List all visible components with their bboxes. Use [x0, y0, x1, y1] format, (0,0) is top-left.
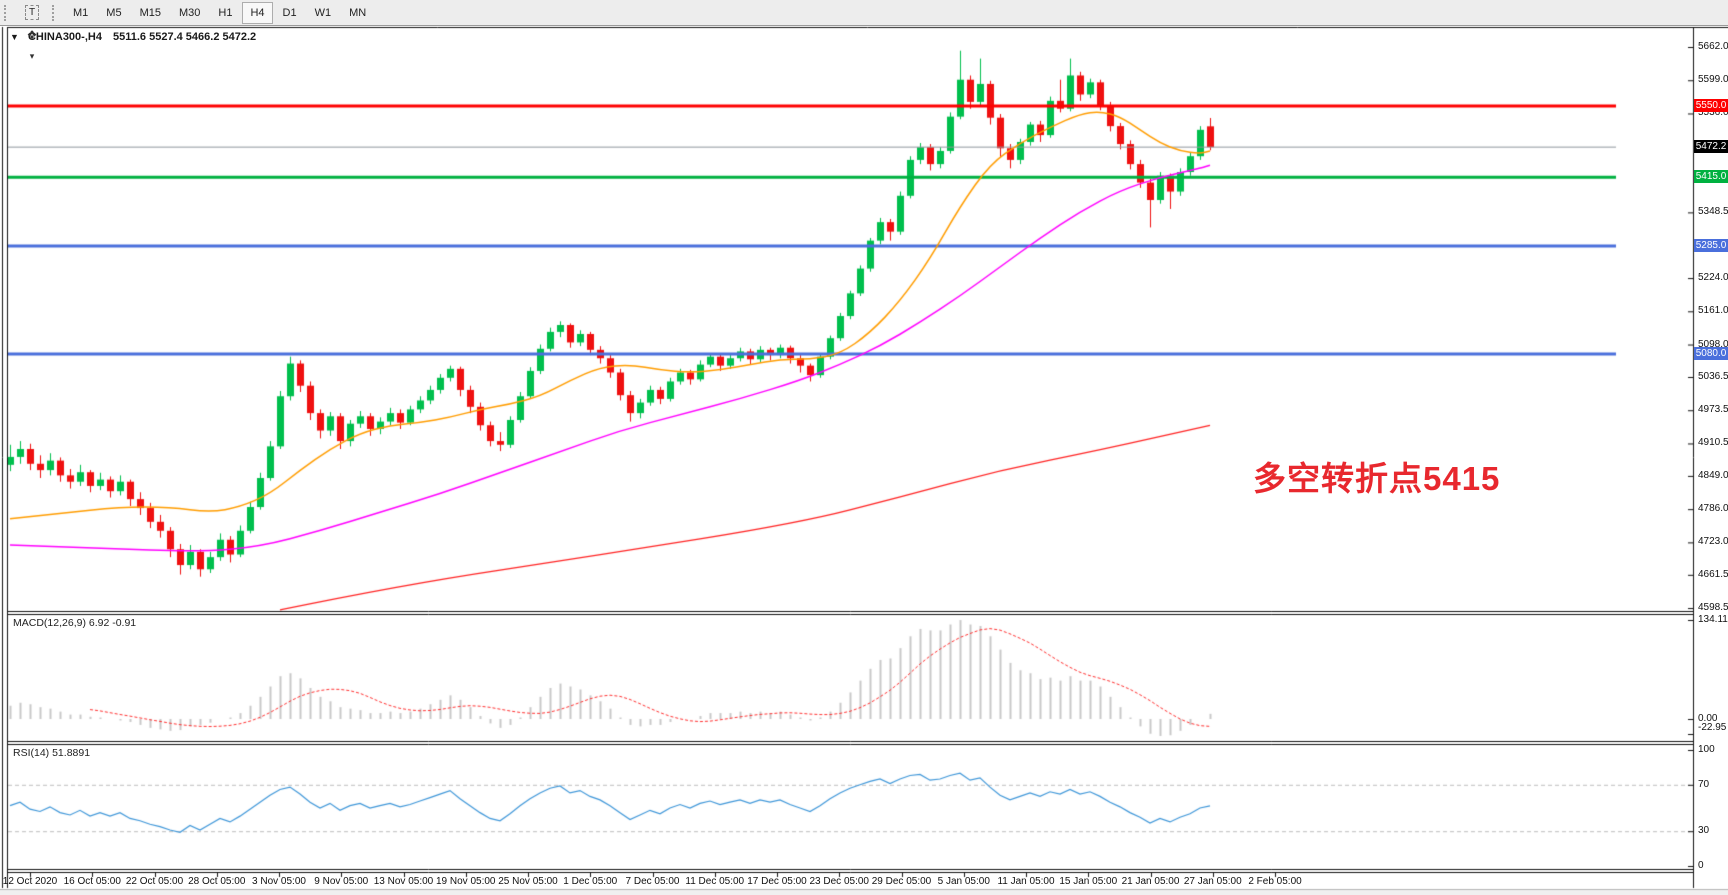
price-tick-label: 4849.0	[1698, 469, 1728, 481]
price-tick-label: 5098.0	[1698, 338, 1728, 350]
time-tick-label: 28 Oct 05:00	[188, 876, 246, 887]
timeframe-button-m1[interactable]: M1	[73, 6, 89, 19]
level-price-tag: 5415.0	[1694, 170, 1728, 184]
time-tick-label: 22 Oct 05:00	[125, 876, 184, 887]
price-tick-label: 5662.0	[1698, 41, 1728, 52]
level-price-tag: 5550.0	[1694, 99, 1728, 113]
time-tick-label: 2 Feb 05:00	[1248, 876, 1302, 887]
rsi-scale-label: 70	[1698, 778, 1710, 790]
ohlc-readout: 5511.6 5527.4 5466.2 5472.2	[113, 31, 257, 43]
time-tick-label: 11 Jan 05:00	[997, 876, 1055, 887]
time-tick-label: 11 Dec 05:00	[685, 876, 745, 887]
time-tick-label: 27 Jan 05:00	[1183, 876, 1242, 887]
time-tick-label: 3 Nov 05:00	[252, 876, 306, 887]
price-tick-label: 5599.0	[1698, 74, 1728, 86]
rsi-scale-label: 30	[1698, 825, 1710, 837]
timeframe-button-h1[interactable]: H1	[218, 6, 233, 19]
timeframe-button-mn[interactable]: MN	[349, 6, 367, 19]
text-box-icon[interactable]: T	[17, 2, 47, 24]
toolbar-grip-2[interactable]	[52, 4, 59, 21]
time-tick-label: 5 Jan 05:00	[937, 876, 990, 887]
time-tick-label: 13 Nov 05:00	[373, 876, 434, 887]
annotation-text: 多空转折点5415	[1253, 460, 1501, 497]
drawing-toolbar: ▦FAT❖▾	[16, 0, 48, 68]
time-tick-label: 23 Dec 05:00	[809, 876, 870, 887]
time-tick-label: 29 Dec 05:00	[871, 876, 932, 887]
price-tick-label: 4598.5	[1698, 602, 1728, 614]
time-tick-label: 21 Jan 05:00	[1121, 876, 1180, 887]
timeframe-button-d1[interactable]: D1	[282, 6, 297, 19]
macd-scale-label: -22.95	[1698, 722, 1727, 733]
timeframe-button-m15[interactable]: M15	[139, 6, 161, 19]
price-tick-label: 5348.5	[1698, 206, 1728, 218]
price-tick-label: 4786.0	[1698, 503, 1728, 515]
symbol-period-label: CHINA300-,H4	[27, 31, 102, 43]
toolbar-grip[interactable]	[4, 4, 11, 21]
rsi-indicator-label: RSI(14) 51.8891	[13, 747, 91, 759]
time-tick-label: 1 Dec 05:00	[563, 876, 618, 887]
time-tick-label: 15 Jan 05:00	[1059, 876, 1118, 887]
macd-scale-label: 134.11	[1698, 614, 1728, 625]
time-tick-label: 12 Oct 2020	[2, 876, 58, 887]
macd-scale-label: 0.00	[1698, 713, 1718, 724]
price-tick-label: 5036.5	[1698, 370, 1728, 382]
rsi-scale-label: 100	[1698, 744, 1715, 755]
level-price-tag: 5472.2	[1694, 140, 1728, 154]
time-tick-label: 7 Dec 05:00	[625, 876, 680, 887]
dropdown-caret-icon[interactable]: ▾	[29, 51, 35, 61]
price-tick-label: 5161.0	[1698, 305, 1728, 317]
price-tick-label: 4910.5	[1698, 437, 1728, 449]
macd-indicator-label: MACD(12,26,9) 6.92 -0.91	[13, 617, 137, 629]
cycle-arrows-icon[interactable]: ❖	[26, 27, 38, 42]
time-tick-label: 16 Oct 05:00	[63, 876, 121, 887]
level-price-tag: 5080.0	[1694, 347, 1728, 361]
time-tick-label: 19 Nov 05:00	[436, 876, 496, 887]
price-tick-label: 4973.5	[1698, 404, 1728, 416]
timeframe-toolbar: M1 M5 M15 M30 H1 H4 D1 W1 MN	[64, 1, 375, 24]
level-price-tag: 5285.0	[1694, 238, 1728, 252]
timeframe-button-m30[interactable]: M30	[178, 6, 201, 19]
chart-title: ▼ CHINA300-,H4 5511.6 5527.4 5466.2 5472…	[10, 31, 256, 43]
price-tick-label: 4723.0	[1698, 536, 1728, 548]
timeframe-button-m5[interactable]: M5	[106, 6, 122, 19]
price-tick-label: 5224.0	[1698, 272, 1728, 284]
time-tick-label: 17 Dec 05:00	[747, 876, 807, 887]
price-tick-label: 5536.0	[1698, 107, 1728, 119]
time-tick-label: 9 Nov 05:00	[314, 876, 369, 887]
rsi-scale-label: 0	[1698, 860, 1704, 871]
time-tick-label: 25 Nov 05:00	[498, 876, 558, 887]
timeframe-button-w1[interactable]: W1	[314, 6, 332, 19]
chart-dropdown-icon[interactable]: ▼	[10, 32, 19, 42]
price-tick-label: 4661.5	[1698, 568, 1728, 580]
timeframe-button-h4[interactable]: H4	[242, 1, 273, 24]
